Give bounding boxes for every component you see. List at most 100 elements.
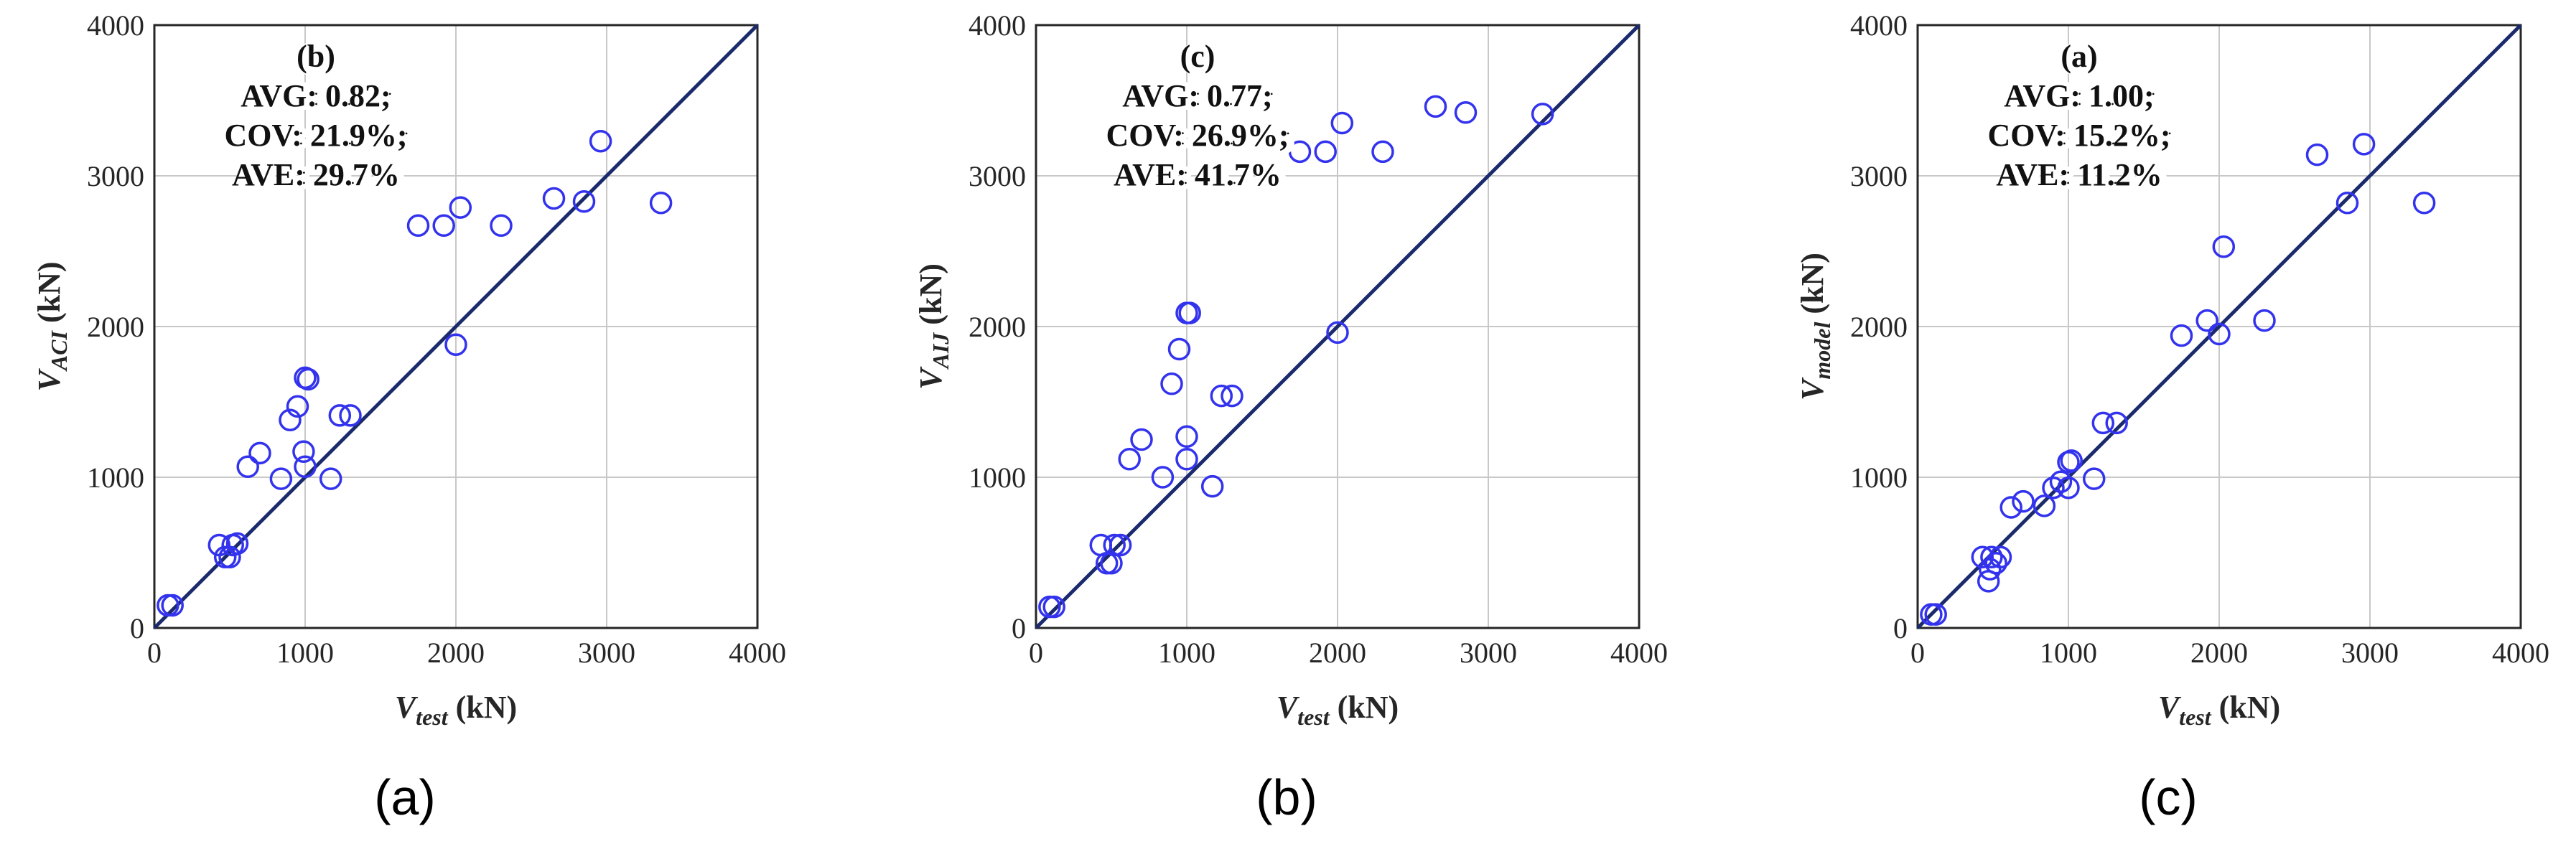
data-point: [1130, 428, 1153, 451]
data-point: [1314, 140, 1337, 164]
data-point: [1971, 545, 1994, 569]
data-point: [1042, 595, 1065, 619]
data-point: [1151, 466, 1175, 489]
annotation-line: AVG: 1.00;: [2004, 78, 2154, 113]
data-point: [2352, 133, 2376, 156]
data-point: [292, 440, 315, 464]
panel-caption: (c): [2139, 769, 2198, 825]
data-point: [1100, 551, 1123, 575]
x-tick-label: 0: [1910, 637, 1925, 669]
panel-caption: (a): [374, 769, 436, 825]
data-point: [2208, 322, 2231, 346]
y-tick-label: 3000: [1850, 160, 1908, 192]
data-point: [161, 594, 184, 617]
data-point: [297, 367, 319, 391]
data-point: [649, 192, 673, 215]
data-point: [2057, 476, 2080, 499]
annotation-line: AVE: 41.7%: [1114, 157, 1282, 192]
x-axis-title: Vtest (kN): [2158, 690, 2280, 730]
y-tick-label: 4000: [1850, 9, 1908, 42]
annotation-line: COV: 26.9%;: [1106, 118, 1289, 153]
data-point: [279, 408, 302, 431]
data-point: [2335, 192, 2359, 215]
y-tick-label: 2000: [969, 311, 1026, 343]
reference-line: [1035, 24, 1641, 629]
y-tick-label: 1000: [1850, 461, 1908, 494]
data-point: [1999, 496, 2022, 519]
x-tick-label: 2000: [1309, 637, 1366, 669]
svg-text:COV: 15.2%;: COV: 15.2%;: [1992, 118, 2175, 153]
x-axis-title: Vtest (kN): [1277, 690, 1399, 730]
data-point: [1989, 545, 2012, 569]
data-point: [2212, 235, 2236, 258]
annotation-line: (b): [297, 39, 335, 74]
annotation-line: (c): [1180, 39, 1215, 74]
y-tick-label: 0: [1012, 612, 1026, 644]
annotation-line: COV: 15.2%;: [1987, 118, 2170, 153]
plot-frame: [153, 24, 759, 629]
data-point: [2012, 489, 2035, 513]
plot-frame: [1035, 24, 1641, 629]
data-point: [225, 532, 249, 555]
data-point: [542, 187, 566, 210]
svg-text:(a): (a): [2065, 39, 2101, 74]
svg-text:COV: 26.9%;: COV: 26.9%;: [1110, 118, 1293, 153]
svg-text:AVG: 0.82;: AVG: 0.82;: [245, 78, 395, 113]
data-point: [2042, 476, 2065, 499]
svg-text:(c): (c): [1185, 39, 1220, 74]
x-tick-label: 0: [147, 637, 162, 669]
data-point: [1326, 321, 1349, 344]
data-point: [406, 214, 430, 238]
svg-text:AVG: 0.77;: AVG: 0.77;: [1126, 78, 1277, 113]
data-point: [2082, 467, 2106, 490]
data-point: [1330, 111, 1354, 135]
data-point: [2060, 449, 2083, 472]
data-point: [328, 404, 352, 427]
chart-panel-2: 0 1000 2000 3000 4000 0 1000 2000 3000 4000 (a)(a)…: [1795, 9, 2549, 825]
annotation-line: AVE: 29.7%: [232, 157, 400, 192]
data-point: [236, 455, 259, 479]
data-point: [432, 214, 455, 238]
data-point: [1424, 95, 1447, 118]
data-point: [1103, 533, 1126, 557]
chart-panel-1: 0 1000 2000 3000 4000 0 1000 2000 3000 4000 (c)(c)…: [913, 9, 1668, 825]
y-tick-label: 0: [1893, 612, 1908, 644]
data-point: [2253, 309, 2276, 332]
panel-caption: (b): [1256, 769, 1317, 825]
y-tick-label: 3000: [969, 160, 1026, 192]
data-point: [589, 129, 612, 153]
annotation-line: (a): [2061, 39, 2097, 74]
data-point: [444, 333, 467, 356]
data-point: [2170, 324, 2193, 347]
x-tick-label: 2000: [2190, 637, 2248, 669]
x-tick-label: 3000: [1460, 637, 1517, 669]
annotation-line: AVG: 0.82;: [241, 78, 391, 113]
data-point: [1200, 474, 1224, 498]
data-point: [286, 395, 309, 418]
data-point: [269, 467, 293, 490]
data-point: [1371, 140, 1394, 164]
data-point: [1160, 372, 1183, 395]
y-tick-label: 2000: [87, 311, 144, 343]
x-tick-label: 4000: [729, 637, 786, 669]
x-tick-label: 4000: [1610, 637, 1668, 669]
data-point: [218, 545, 241, 569]
annotation-line: AVG: 0.77;: [1122, 78, 1272, 113]
data-point: [1980, 545, 2003, 569]
data-point: [1288, 140, 1312, 164]
y-tick-label: 4000: [87, 9, 144, 42]
data-point: [2091, 411, 2115, 435]
reference-line: [1916, 24, 2522, 629]
x-tick-label: 0: [1029, 637, 1043, 669]
data-point: [1167, 337, 1191, 361]
data-point: [449, 196, 472, 219]
y-tick-label: 1000: [87, 461, 144, 494]
data-point: [2195, 309, 2218, 332]
svg-text:(b): (b): [301, 39, 340, 74]
reference-line: [153, 24, 759, 629]
chart-panel-0: 0 1000 2000 3000 4000 0 1000 2000 3000 4000 (b)(b)…: [32, 9, 786, 825]
y-tick-label: 1000: [969, 461, 1026, 494]
svg-text:COV: 21.9%;: COV: 21.9%;: [228, 118, 411, 153]
data-point: [248, 441, 271, 465]
